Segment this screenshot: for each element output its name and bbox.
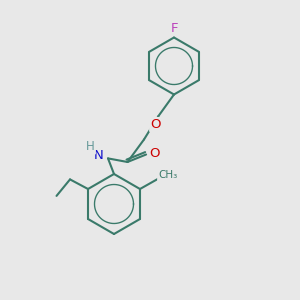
Text: N: N <box>94 149 103 162</box>
Text: CH₃: CH₃ <box>158 170 177 181</box>
Text: O: O <box>150 118 161 131</box>
Text: F: F <box>170 22 178 35</box>
Text: H: H <box>86 140 95 154</box>
Text: O: O <box>149 146 160 160</box>
